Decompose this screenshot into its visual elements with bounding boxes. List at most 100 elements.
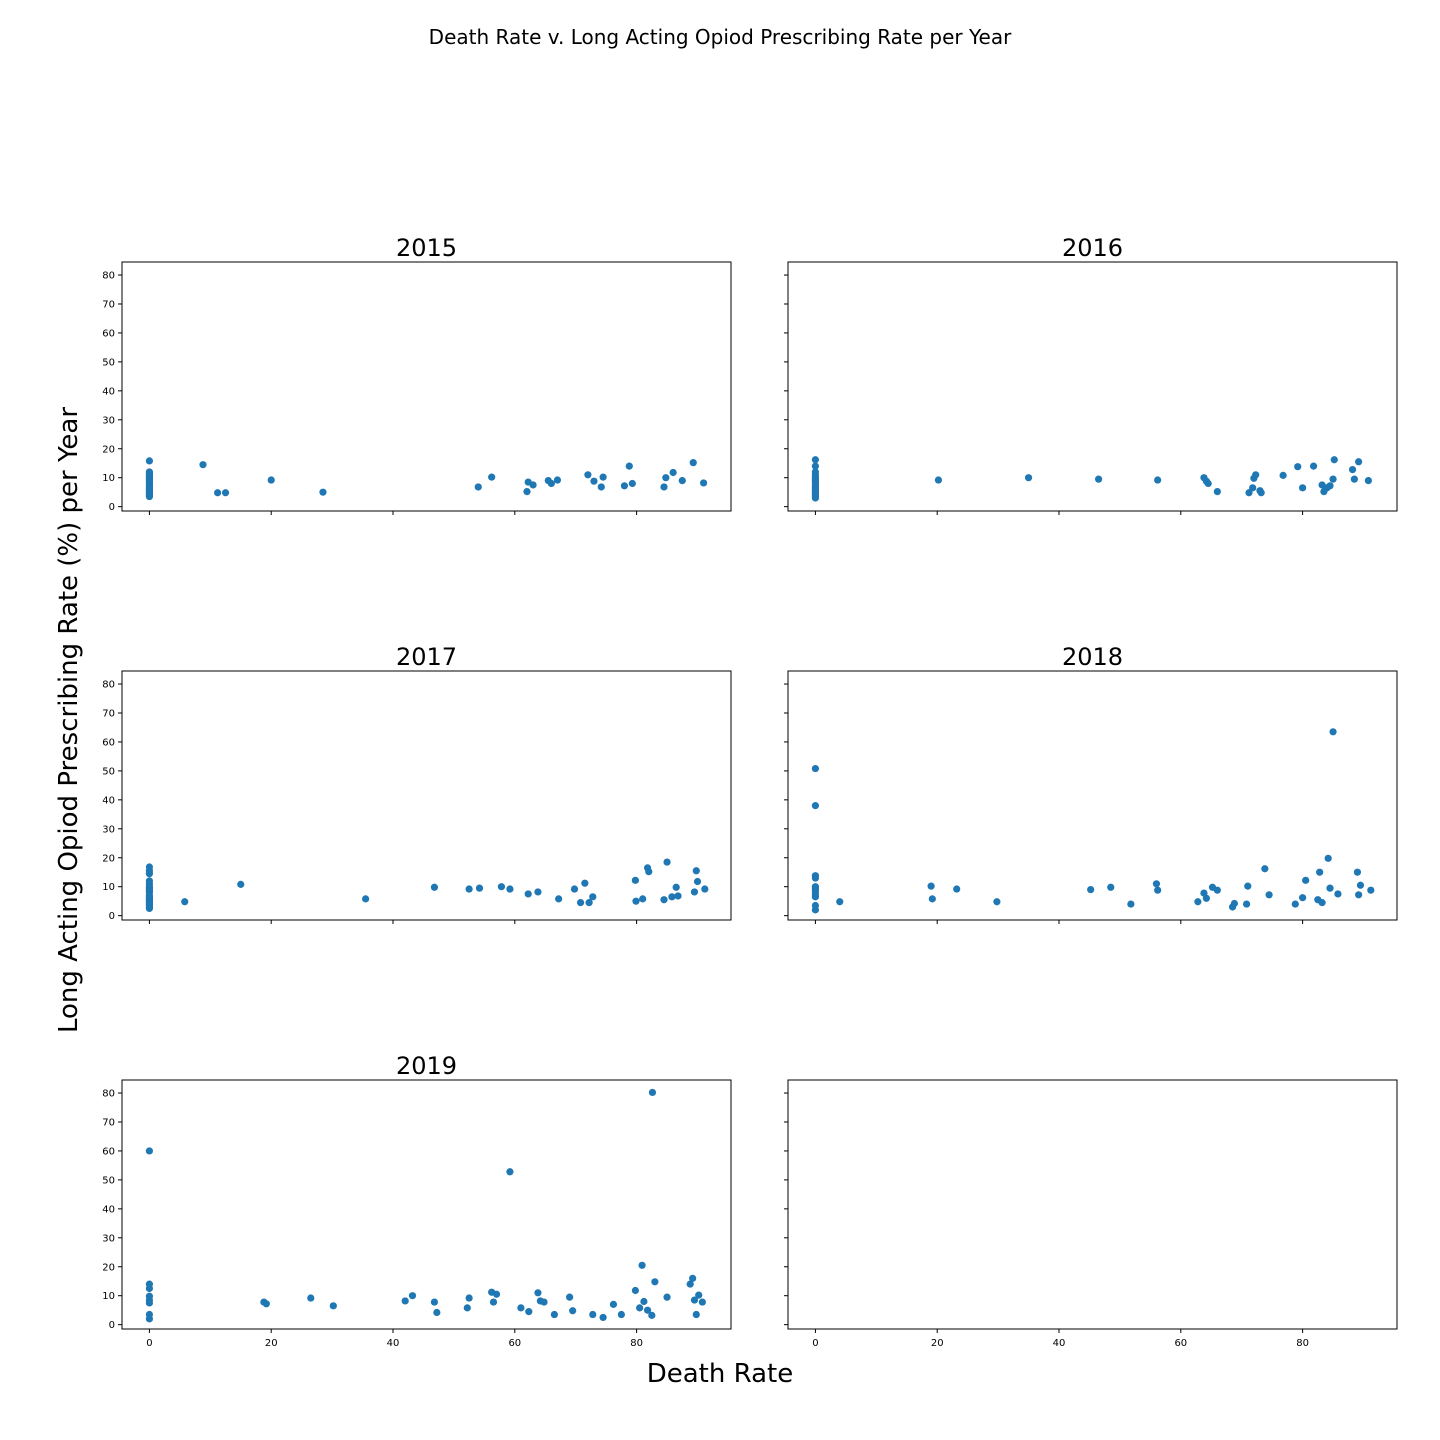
scatter-point [570, 885, 579, 893]
scatter-point [695, 1291, 703, 1299]
scatter-point [529, 481, 537, 489]
x-tick-label: 40 [1053, 1338, 1066, 1349]
x-tick-label: 80 [630, 1338, 643, 1349]
scatter-point [1152, 880, 1161, 888]
scatter-point [934, 476, 943, 484]
scatter-point [145, 1310, 154, 1319]
scatter-point [692, 867, 700, 875]
scatter-point [1213, 488, 1221, 496]
scatter-point [1204, 479, 1212, 488]
scatter-point [569, 1307, 577, 1315]
scatter-point [534, 1289, 542, 1297]
y-tick-label: 70 [102, 708, 115, 719]
scatter-point [811, 468, 820, 476]
scatter-point [465, 1294, 473, 1302]
scatter-point [628, 479, 636, 488]
scatter-point [689, 1274, 697, 1282]
scatter-point [1245, 489, 1253, 497]
scatter-point [555, 895, 563, 903]
scatter-point [1334, 890, 1342, 898]
scatter-point [636, 1304, 644, 1312]
scatter-point [672, 883, 680, 891]
scatter-point [625, 462, 633, 470]
scatter-point [1353, 868, 1362, 876]
scatter-point [566, 1293, 574, 1301]
scatter-point [401, 1297, 409, 1305]
scatter-point [1094, 475, 1103, 483]
scatter-point [430, 1298, 439, 1306]
subplot-title: 2017 [396, 643, 457, 671]
scatter-point [953, 885, 961, 893]
plot-area [787, 1079, 1398, 1330]
scatter-point [492, 1290, 501, 1298]
scatter-point [584, 471, 592, 479]
scatter-point [1330, 456, 1338, 464]
y-tick-label: 10 [102, 473, 115, 484]
scatter-point [221, 489, 230, 497]
scatter-point [690, 888, 699, 896]
scatter-point [430, 883, 439, 891]
x-tick-label: 0 [146, 1338, 152, 1349]
scatter-point [506, 885, 514, 893]
y-tick-label: 30 [102, 415, 115, 426]
scatter-point [689, 459, 697, 467]
scatter-point [660, 896, 668, 904]
y-tick-label: 70 [102, 1117, 115, 1128]
x-tick-label: 20 [931, 1338, 944, 1349]
scatter-point [145, 1292, 154, 1300]
scatter-point [1154, 476, 1162, 484]
y-tick-label: 30 [102, 824, 115, 835]
scatter-point [523, 488, 531, 496]
scatter-point [1326, 482, 1334, 490]
scatter-point [620, 482, 629, 490]
y-tick-label: 0 [109, 1320, 115, 1331]
scatter-point [668, 893, 676, 901]
y-axis-label: Long Acting Opiod Prescribing Rate (%) p… [54, 407, 84, 1033]
scatter-point [617, 1310, 625, 1319]
scatter-point [693, 877, 702, 886]
scatter-point [663, 858, 671, 866]
subplot-2019: 2019 0 20 40 60 80 0 10 20 30 40 50 60 70 80 [102, 1052, 732, 1349]
scatter-point [699, 479, 708, 487]
scatter-point [1087, 885, 1095, 894]
scatter-point [319, 488, 327, 496]
x-tick-label: 60 [508, 1338, 521, 1349]
scatter-point [1367, 886, 1375, 894]
scatter-point [597, 483, 605, 491]
y-tick-label: 80 [102, 680, 115, 691]
subplot-empty: 0 20 40 60 80 [784, 1079, 1398, 1349]
subplot-title: 2015 [396, 234, 457, 262]
y-tick-label: 0 [109, 502, 115, 513]
scatter-point [550, 1310, 558, 1319]
scatter-point [811, 872, 820, 880]
scatter-point [1329, 475, 1337, 483]
scatter-point [488, 473, 496, 481]
scatter-point [1107, 883, 1115, 891]
scatter-point [674, 892, 682, 900]
scatter-point [145, 468, 154, 476]
x-tick-label: 60 [1174, 1338, 1187, 1349]
scatter-point [811, 802, 820, 810]
scatter-point [1318, 899, 1326, 907]
y-tick-label: 30 [102, 1233, 115, 1244]
scatter-point [1261, 865, 1269, 873]
scatter-point [1326, 884, 1334, 892]
scatter-point [645, 868, 653, 876]
y-tick-label: 80 [102, 1089, 115, 1100]
scatter-point [1356, 881, 1365, 889]
y-tick-label: 80 [102, 271, 115, 282]
scatter-point [686, 1280, 694, 1288]
scatter-point [609, 1300, 618, 1308]
scatter-point [517, 1304, 525, 1312]
plot-area [121, 670, 732, 921]
scatter-point [1244, 882, 1252, 890]
scatter-point [631, 1286, 639, 1295]
scatter-point [1329, 728, 1337, 736]
scatter-point [474, 483, 482, 491]
scatter-point [651, 1278, 659, 1286]
scatter-point [1324, 854, 1332, 862]
scatter-point [145, 1147, 154, 1155]
scatter-point [1302, 876, 1310, 884]
scatter-point [993, 898, 1001, 906]
scatter-point [811, 901, 820, 910]
